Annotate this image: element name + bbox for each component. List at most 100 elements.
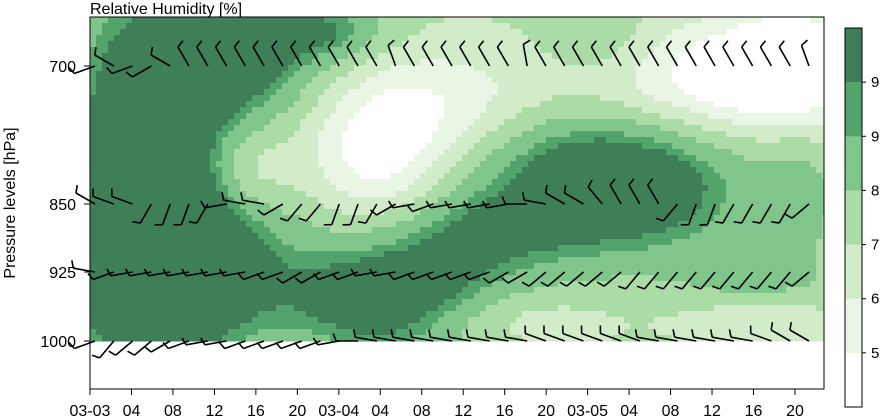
field-cell <box>102 77 109 84</box>
field-cell <box>720 251 727 258</box>
field-cell <box>708 107 715 114</box>
field-cell <box>702 155 709 162</box>
field-cell <box>186 173 193 180</box>
field-cell <box>570 41 577 48</box>
field-cell <box>786 191 793 198</box>
field-cell <box>126 59 133 66</box>
field-cell <box>378 107 385 114</box>
field-cell <box>582 131 589 138</box>
field-cell <box>90 221 97 228</box>
field-cell <box>468 113 475 120</box>
field-cell <box>756 215 763 222</box>
field-cell <box>432 143 439 150</box>
field-cell <box>786 113 793 120</box>
field-cell <box>552 155 559 162</box>
field-cell <box>732 215 739 222</box>
field-cell <box>342 29 349 36</box>
field-cell <box>264 107 271 114</box>
field-cell <box>444 209 451 216</box>
field-cell <box>426 179 433 186</box>
field-cell <box>108 149 115 156</box>
field-cell <box>216 35 223 42</box>
field-cell <box>366 95 373 102</box>
field-cell <box>486 53 493 60</box>
field-cell <box>570 137 577 144</box>
field-cell <box>282 155 289 162</box>
field-cell <box>762 233 769 240</box>
field-cell <box>174 161 181 168</box>
field-cell <box>414 167 421 174</box>
field-cell <box>402 59 409 66</box>
field-cell <box>546 257 553 264</box>
field-cell <box>498 107 505 114</box>
field-cell <box>330 179 337 186</box>
field-cell <box>330 119 337 126</box>
field-cell <box>558 65 565 72</box>
field-cell <box>342 59 349 66</box>
field-cell <box>804 227 811 234</box>
field-cell <box>570 53 577 60</box>
field-cell <box>252 71 259 78</box>
field-cell <box>138 191 145 198</box>
field-cell <box>432 221 439 228</box>
field-cell <box>756 131 763 138</box>
field-cell <box>234 257 241 264</box>
field-cell <box>312 131 319 138</box>
field-cell <box>504 185 511 192</box>
field-cell <box>102 257 109 264</box>
field-cell <box>138 101 145 108</box>
field-cell <box>540 239 547 246</box>
field-cell <box>222 101 229 108</box>
field-cell <box>228 197 235 204</box>
field-cell <box>108 203 115 210</box>
field-cell <box>348 59 355 66</box>
field-cell <box>402 35 409 42</box>
field-cell <box>294 101 301 108</box>
field-cell <box>630 227 637 234</box>
field-cell <box>216 95 223 102</box>
field-cell <box>750 95 757 102</box>
field-cell <box>474 239 481 246</box>
field-cell <box>804 161 811 168</box>
field-cell <box>492 251 499 258</box>
field-cell <box>804 53 811 60</box>
field-cell <box>582 197 589 204</box>
field-cell <box>156 89 163 96</box>
field-cell <box>768 251 775 258</box>
field-cell <box>642 239 649 246</box>
field-cell <box>330 173 337 180</box>
field-cell <box>570 179 577 186</box>
field-cell <box>270 101 277 108</box>
field-cell <box>738 71 745 78</box>
field-cell <box>528 17 535 24</box>
field-cell <box>372 107 379 114</box>
field-cell <box>540 107 547 114</box>
field-cell <box>258 119 265 126</box>
field-cell <box>516 59 523 66</box>
field-cell <box>618 155 625 162</box>
field-cell <box>318 41 325 48</box>
field-cell <box>432 113 439 120</box>
field-cell <box>678 215 685 222</box>
field-cell <box>600 197 607 204</box>
field-cell <box>396 257 403 264</box>
field-cell <box>240 233 247 240</box>
field-cell <box>420 257 427 264</box>
field-cell <box>90 251 97 258</box>
field-cell <box>216 107 223 114</box>
field-cell <box>510 119 517 126</box>
field-cell <box>324 77 331 84</box>
field-cell <box>768 89 775 96</box>
field-cell <box>552 191 559 198</box>
field-cell <box>492 239 499 246</box>
field-cell <box>336 185 343 192</box>
field-cell <box>462 113 469 120</box>
field-cell <box>408 203 415 210</box>
field-cell <box>330 251 337 258</box>
field-cell <box>342 257 349 264</box>
field-cell <box>570 167 577 174</box>
field-cell <box>726 191 733 198</box>
field-cell <box>204 191 211 198</box>
field-cell <box>186 47 193 54</box>
field-cell <box>378 101 385 108</box>
